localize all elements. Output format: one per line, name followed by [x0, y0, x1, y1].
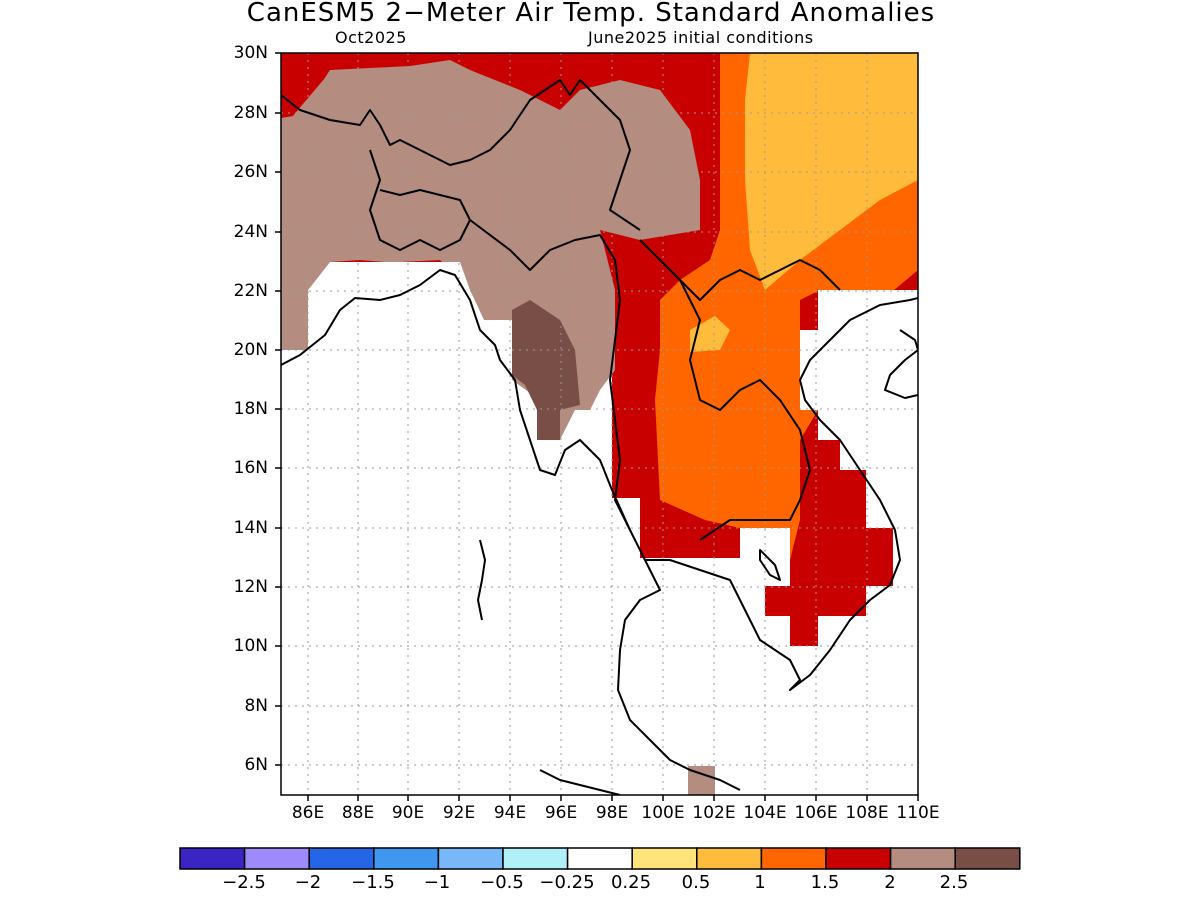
map-frame	[280, 52, 919, 796]
lon-label: 92E	[442, 803, 476, 823]
lon-label: 108E	[845, 803, 889, 823]
valid-month-label: Oct2025	[335, 28, 407, 47]
lat-label: 10N	[233, 636, 268, 656]
lon-label: 102E	[692, 803, 736, 823]
lon-label: 90E	[391, 803, 425, 823]
colorbar-label: 0.25	[610, 872, 652, 893]
colorbar-swatch	[179, 847, 246, 870]
lat-label: 14N	[233, 518, 268, 538]
lon-label: 104E	[743, 803, 787, 823]
lon-label: 100E	[641, 803, 685, 823]
lat-label: 24N	[233, 222, 268, 242]
coastlines	[281, 79, 918, 795]
colorbar-label: 1	[754, 872, 766, 893]
colorbar-label: −0.25	[539, 872, 595, 893]
lon-label: 96E	[544, 803, 578, 823]
colorbar-label: 1.5	[810, 872, 840, 893]
lon-label: 98E	[595, 803, 629, 823]
colorbar-swatch	[502, 847, 569, 870]
colorbar-swatch	[566, 847, 633, 870]
anomaly-region-brown	[281, 53, 700, 440]
colorbar-label: −2.5	[222, 872, 266, 893]
lat-label: 8N	[244, 696, 268, 716]
colorbar-label: 0.5	[681, 872, 711, 893]
colorbar-label: −1	[423, 872, 451, 893]
lon-label: 94E	[493, 803, 527, 823]
lon-label: 88E	[341, 803, 375, 823]
colorbar	[179, 847, 1021, 870]
colorbar-swatch	[760, 847, 827, 870]
lon-label: 86E	[291, 803, 325, 823]
colorbar-swatch	[373, 847, 440, 870]
lon-label: 106E	[794, 803, 838, 823]
colorbar-swatch	[437, 847, 504, 870]
lat-label: 16N	[233, 458, 268, 478]
lat-label: 12N	[233, 577, 268, 597]
colorbar-label: 2	[884, 872, 896, 893]
colorbar-swatch	[825, 847, 892, 870]
lat-label: 28N	[233, 103, 268, 123]
colorbar-swatch	[889, 847, 956, 870]
chart-title: CanESM5 2−Meter Air Temp. Standard Anoma…	[246, 0, 936, 28]
gridlines	[281, 53, 918, 795]
anomaly-fill	[281, 53, 918, 795]
anomaly-region-yellow-spot	[690, 316, 730, 352]
lat-label: 6N	[244, 755, 268, 775]
lat-label: 26N	[233, 162, 268, 182]
init-conditions-label: June2025 initial conditions	[588, 28, 814, 47]
lon-label: 110E	[896, 803, 940, 823]
lat-label: 22N	[233, 281, 268, 301]
colorbar-label: −1.5	[351, 872, 395, 893]
colorbar-swatch	[954, 847, 1021, 870]
colorbar-label: −2	[294, 872, 322, 893]
colorbar-swatch	[243, 847, 310, 870]
colorbar-label: 2.5	[939, 872, 969, 893]
lat-label: 20N	[233, 340, 268, 360]
masked-area	[281, 262, 918, 795]
colorbar-swatch	[308, 847, 375, 870]
tick-marks	[275, 52, 919, 801]
colorbar-swatch	[696, 847, 763, 870]
lat-label: 18N	[233, 399, 268, 419]
anomaly-region-lightorange	[745, 53, 918, 290]
colorbar-label: −0.5	[480, 872, 524, 893]
lat-label: 30N	[233, 43, 268, 63]
anomaly-region-darkbrown	[512, 300, 580, 440]
colorbar-swatch	[631, 847, 698, 870]
